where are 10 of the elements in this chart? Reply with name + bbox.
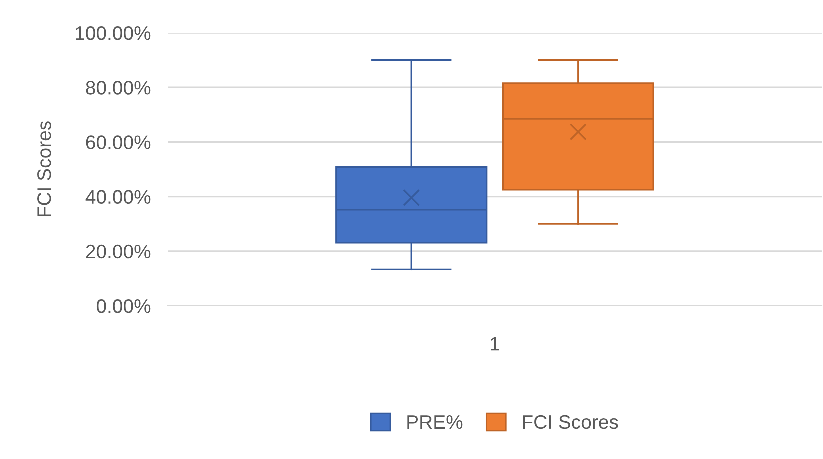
- legend-label: FCI Scores: [523, 415, 618, 430]
- y-tick-label: 20.00%: [86, 244, 151, 259]
- y-axis-title: FCI Scores: [38, 122, 52, 217]
- y-tick-label: 40.00%: [86, 190, 151, 204]
- y-tick-label: 0.00%: [96, 299, 151, 314]
- y-tick-label: 100.00%: [76, 26, 151, 40]
- x-tick-label: 1: [491, 337, 500, 351]
- legend-label: PRE%: [408, 415, 463, 430]
- y-tick-label: 80.00%: [86, 81, 151, 95]
- y-tick-label: 60.00%: [86, 136, 151, 150]
